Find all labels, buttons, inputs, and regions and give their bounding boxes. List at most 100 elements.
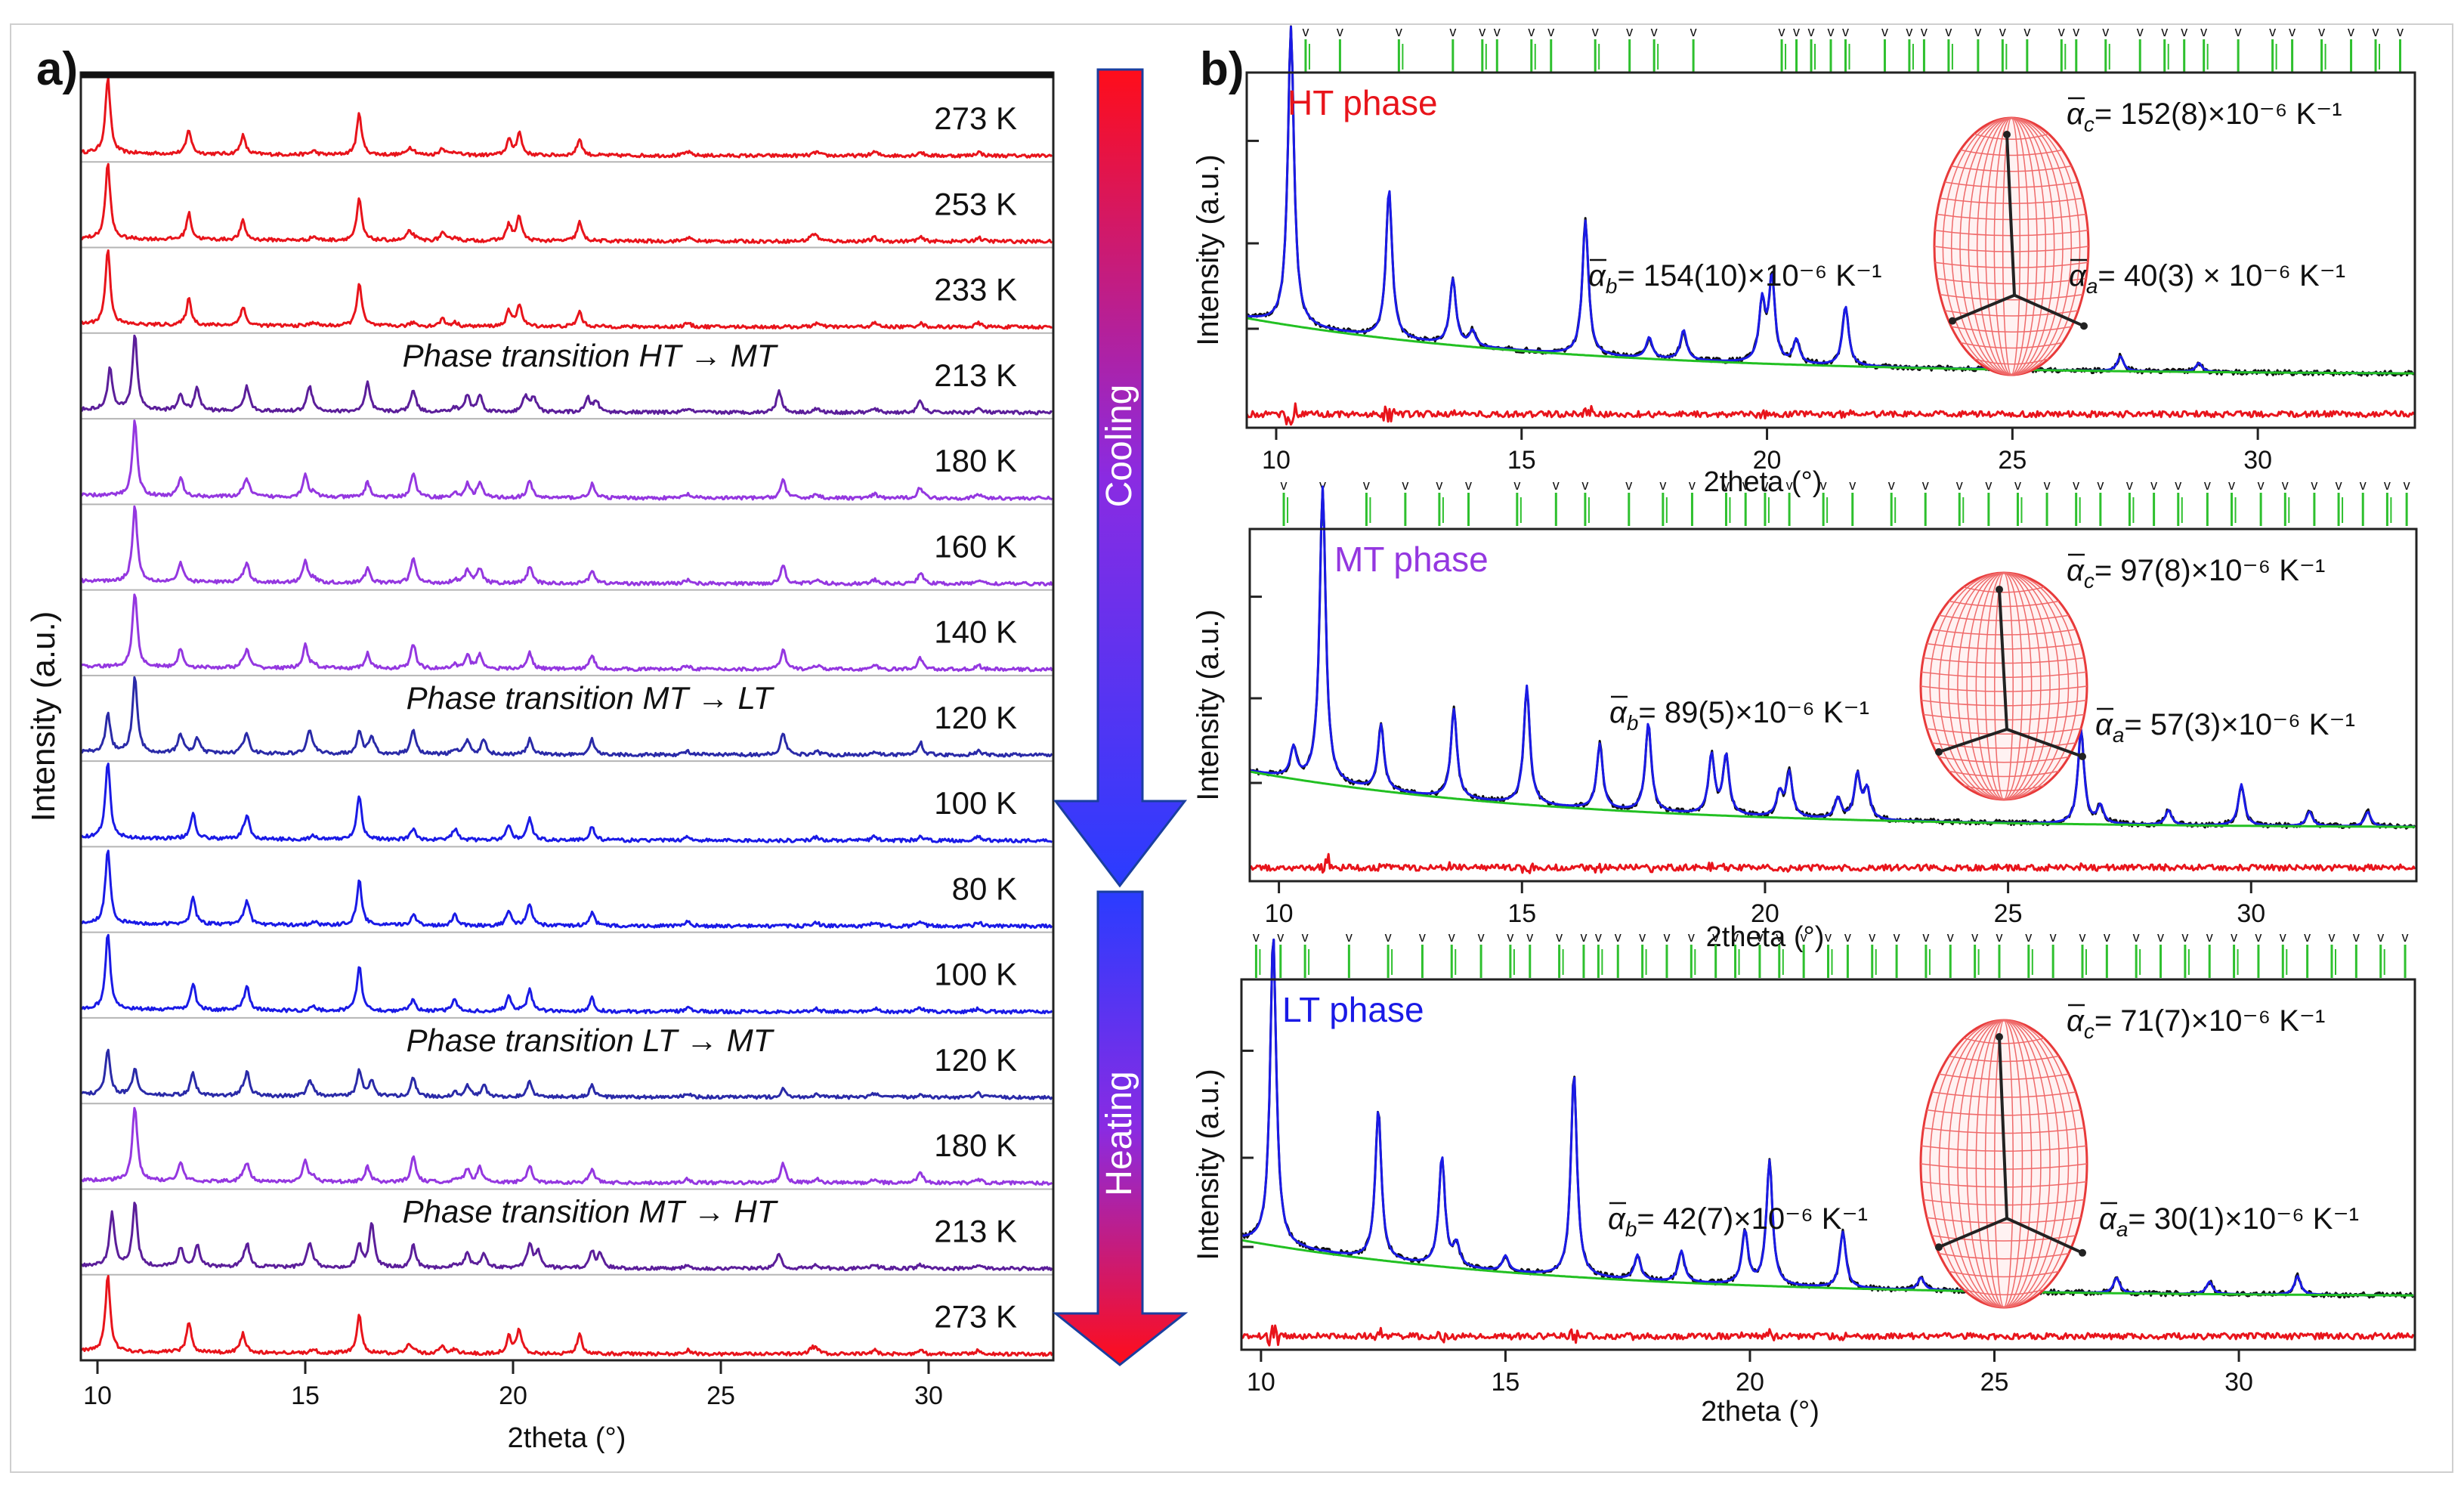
reflection-marker: v <box>1828 24 1835 39</box>
panel-b-charts: v v v v v v v v v v v v v v v v v v v v v v v v v v v v v v v v v v v v v v 10… <box>1192 24 2418 1428</box>
axis-arrow <box>2014 293 2085 328</box>
x-tick-label: 20 <box>1736 1368 1764 1397</box>
reflection-marker: v <box>2397 24 2404 39</box>
x-tick-label: 15 <box>1507 446 1536 475</box>
reflection-marker: v <box>1363 478 1370 493</box>
reflection-marker: v <box>2258 478 2265 493</box>
axis-arrow <box>1938 1217 2008 1249</box>
temperature-label: 273 K <box>934 101 1017 136</box>
reflection-marker: v <box>1922 930 1929 945</box>
reflection-marker: v <box>1808 24 1815 39</box>
reflection-marker: v <box>2282 478 2289 493</box>
reflection-marker: v <box>1337 24 1343 39</box>
reflection-marker: v <box>1396 24 1402 39</box>
reflection-marker: v <box>2157 930 2164 945</box>
pattern-trace: 120 K Phase transition LT → MT <box>80 1016 1053 1100</box>
x-tick-label: 10 <box>1265 899 1294 928</box>
reflection-marker: v <box>2377 930 2384 945</box>
reflection-marker: v <box>1690 24 1697 39</box>
temperature-label: 160 K <box>934 528 1017 564</box>
reflection-marker: v <box>1956 478 1963 493</box>
axis-arrow <box>2006 728 2083 758</box>
temperature-label: 120 K <box>934 1042 1017 1078</box>
rietveld-plot: v v v v v v v v v v v v v v v v v v v v v v v v v v v v v v v v v v v v v v10… <box>1192 478 2418 953</box>
x-tick-label: 20 <box>499 1381 527 1410</box>
pattern-line <box>80 1202 1053 1272</box>
reflection-marker: v <box>2318 24 2325 39</box>
reflection-marker: v <box>1786 478 1793 493</box>
pattern-line <box>80 933 1053 1015</box>
reflection-marker: v <box>1513 478 1520 493</box>
background-curve <box>1241 1239 2414 1297</box>
reflection-marker: v <box>1281 478 1288 493</box>
calculated-curve <box>1249 485 2416 828</box>
reflection-marker: v <box>1580 930 1587 945</box>
reflection-marker: v <box>1906 24 1912 39</box>
expansion-ellipsoid <box>1933 116 2090 376</box>
reflection-marker: v <box>1663 930 1670 945</box>
reflection-marker: v <box>1776 930 1782 945</box>
plot-frame <box>1240 978 2416 1351</box>
reflection-marker: v <box>1479 24 1486 39</box>
reflection-marker: v <box>1742 478 1749 493</box>
pattern-line <box>80 1106 1053 1186</box>
reflection-marker: v <box>2235 24 2242 39</box>
reflection-marker: v <box>1801 930 1807 945</box>
y-axis-label: Intensity (a.u.) <box>1192 609 1225 800</box>
calculated-curve <box>1246 26 2415 375</box>
temperature-label: 253 K <box>934 186 1017 221</box>
reflection-marker: v <box>1985 478 1992 493</box>
x-tick-label: 20 <box>1751 899 1779 928</box>
pattern-line <box>80 419 1053 501</box>
pattern-trace: 180 K <box>80 1103 1053 1186</box>
reflection-marker: v <box>2044 478 2051 493</box>
pattern-line <box>80 849 1053 930</box>
reflection-marker: v <box>1820 478 1827 493</box>
pattern-trace: 120 K Phase transition MT → LT <box>80 674 1053 758</box>
reflection-marker: v <box>1478 930 1485 945</box>
x-tick-label: 25 <box>706 1381 735 1410</box>
phase-transition-label: Phase transition MT → HT <box>403 1193 779 1229</box>
x-tick-label: 25 <box>1980 1368 2009 1397</box>
pattern-trace: 233 K <box>80 246 1053 330</box>
axis-arrow <box>1938 728 2008 753</box>
x-tick-label: 10 <box>1247 1368 1275 1397</box>
pattern-line <box>79 162 1053 245</box>
reflection-marker: v <box>2384 478 2391 493</box>
y-axis-label: Intensity (a.u.) <box>1192 154 1225 345</box>
axis-arrow <box>1952 293 2015 323</box>
cooling-label: Cooling <box>1099 385 1139 508</box>
calculated-curve <box>1241 938 2414 1297</box>
expansion-ellipsoid <box>1919 1019 2088 1309</box>
expansion-coefficient-alpha-a: αa= 30(1)×10⁻⁶ K⁻¹ <box>2099 1202 2359 1241</box>
reflection-marker: v <box>1507 930 1513 945</box>
panel-a: a) 273 K 253 K 233 K 213 K Phase transition … <box>25 43 1055 1454</box>
reflection-marker: v <box>1302 930 1309 945</box>
reflection-marker: v <box>1689 478 1696 493</box>
reflection-marker: v <box>1436 478 1442 493</box>
reflection-marker: v <box>1659 478 1666 493</box>
reflection-marker: v <box>2373 24 2379 39</box>
pattern-line <box>79 76 1053 159</box>
reflection-marker: v <box>1448 930 1455 945</box>
figure-border <box>10 23 2453 1473</box>
rietveld-plot: v v v v v v v v v v v v v v v v v v v v v v v v v v v v v v v v v v v v v v10… <box>1192 24 2416 498</box>
x-axis-label: 2theta (°) <box>1701 1396 1819 1428</box>
expansion-coefficient-alpha-b: αb= 89(5)×10⁻⁶ K⁻¹ <box>1609 696 1869 735</box>
expansion-coefficient-alpha-c: αc= 152(8)×10⁻⁶ K⁻¹ <box>2067 97 2342 136</box>
reflection-marker: v <box>2269 24 2276 39</box>
phase-transition-label: Phase transition LT → MT <box>407 1022 775 1058</box>
reflection-marker: v <box>2181 24 2187 39</box>
pattern-trace: 253 K <box>79 161 1053 245</box>
pattern-trace: 160 K <box>79 503 1053 587</box>
reflection-marker: v <box>1945 24 1952 39</box>
heating-label: Heating <box>1099 1071 1139 1196</box>
reflection-marker: v <box>2175 478 2181 493</box>
x-axis-label: 2theta (°) <box>1704 466 1822 498</box>
reflection-marker: v <box>2058 24 2065 39</box>
phase-transition-label: Phase transition MT → LT <box>407 680 775 716</box>
reflection-marker: v <box>1253 930 1260 945</box>
temperature-label: 180 K <box>934 443 1017 478</box>
reflection-marker: v <box>1528 24 1535 39</box>
